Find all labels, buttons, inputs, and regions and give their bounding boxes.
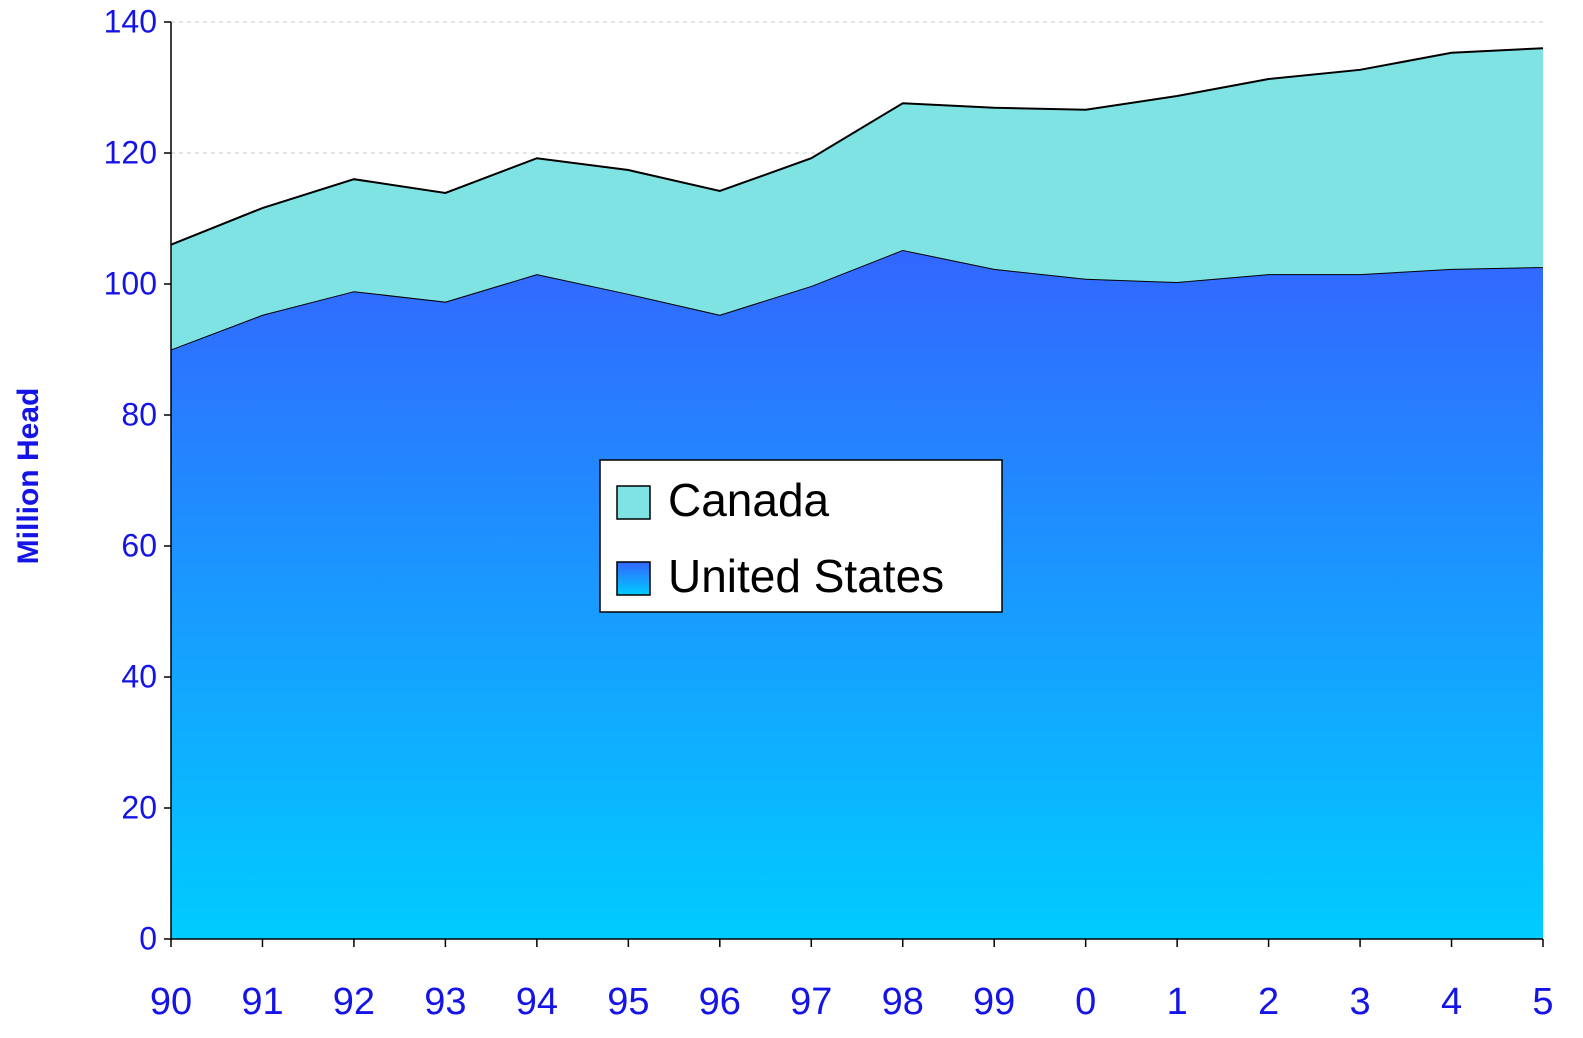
x-tick-label: 95: [607, 981, 649, 1023]
x-tick-label: 5: [1532, 981, 1553, 1023]
y-tick-label: 140: [104, 3, 157, 39]
legend-swatch: [616, 561, 651, 596]
y-tick-label: 80: [121, 396, 157, 432]
x-tick-label: 99: [973, 981, 1015, 1023]
x-tick-label: 0: [1075, 981, 1096, 1023]
x-tick-label: 90: [150, 981, 192, 1023]
x-tick-label: 91: [241, 981, 283, 1023]
legend-label: Canada: [668, 474, 830, 526]
x-tick-label: 1: [1167, 981, 1188, 1023]
x-tick-label: 2: [1258, 981, 1279, 1023]
legend-label: United States: [668, 550, 944, 602]
x-tick-label: 3: [1349, 981, 1370, 1023]
area-line: [170, 47, 1544, 246]
x-tick-label: 93: [424, 981, 466, 1023]
x-tick-label: 98: [882, 981, 924, 1023]
y-axis-label: Million Head: [12, 388, 45, 565]
y-tick-label: 120: [104, 134, 157, 170]
x-tick-label: 94: [516, 981, 558, 1023]
area: [171, 48, 1543, 350]
x-tick-label: 4: [1441, 981, 1462, 1023]
legend-box: [599, 459, 1003, 613]
y-tick-label: 20: [121, 789, 157, 825]
x-tick-label: 92: [333, 981, 375, 1023]
legend-swatch: [616, 485, 651, 520]
y-tick-label: 60: [121, 527, 157, 563]
x-tick-label: 97: [790, 981, 832, 1023]
legend: Canada United States: [599, 459, 1003, 613]
y-tick-label: 100: [104, 265, 157, 301]
x-tick-label: 96: [699, 981, 741, 1023]
y-tick-label: 40: [121, 658, 157, 694]
y-tick-label: 0: [139, 920, 157, 956]
